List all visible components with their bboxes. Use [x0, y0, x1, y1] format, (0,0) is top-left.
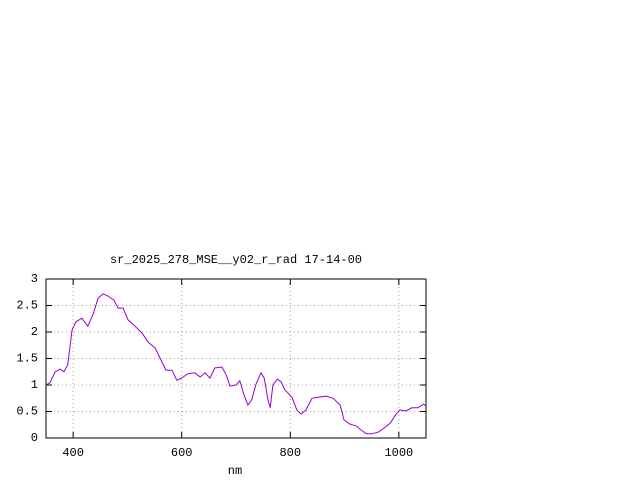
chart-title: sr_2025_278_MSE__y02_r_rad 17-14-00: [110, 253, 362, 267]
y-tick-label: 3: [31, 272, 38, 286]
y-tick-label: 1.5: [16, 352, 38, 366]
x-tick-label: 800: [279, 446, 301, 460]
plot-frame: [45, 278, 427, 439]
data-line: [45, 293, 427, 435]
x-axis-label: nm: [228, 464, 242, 478]
y-tick-label: 2: [31, 325, 38, 339]
y-tick-label: 0: [31, 431, 38, 445]
y-tick-label: 2.5: [16, 299, 38, 313]
x-tick-label: 400: [62, 446, 84, 460]
x-tick-label: 600: [171, 446, 193, 460]
y-tick-label: 1: [31, 378, 38, 392]
x-tick-label: 1000: [384, 446, 413, 460]
y-tick-label: 0.5: [16, 405, 38, 419]
